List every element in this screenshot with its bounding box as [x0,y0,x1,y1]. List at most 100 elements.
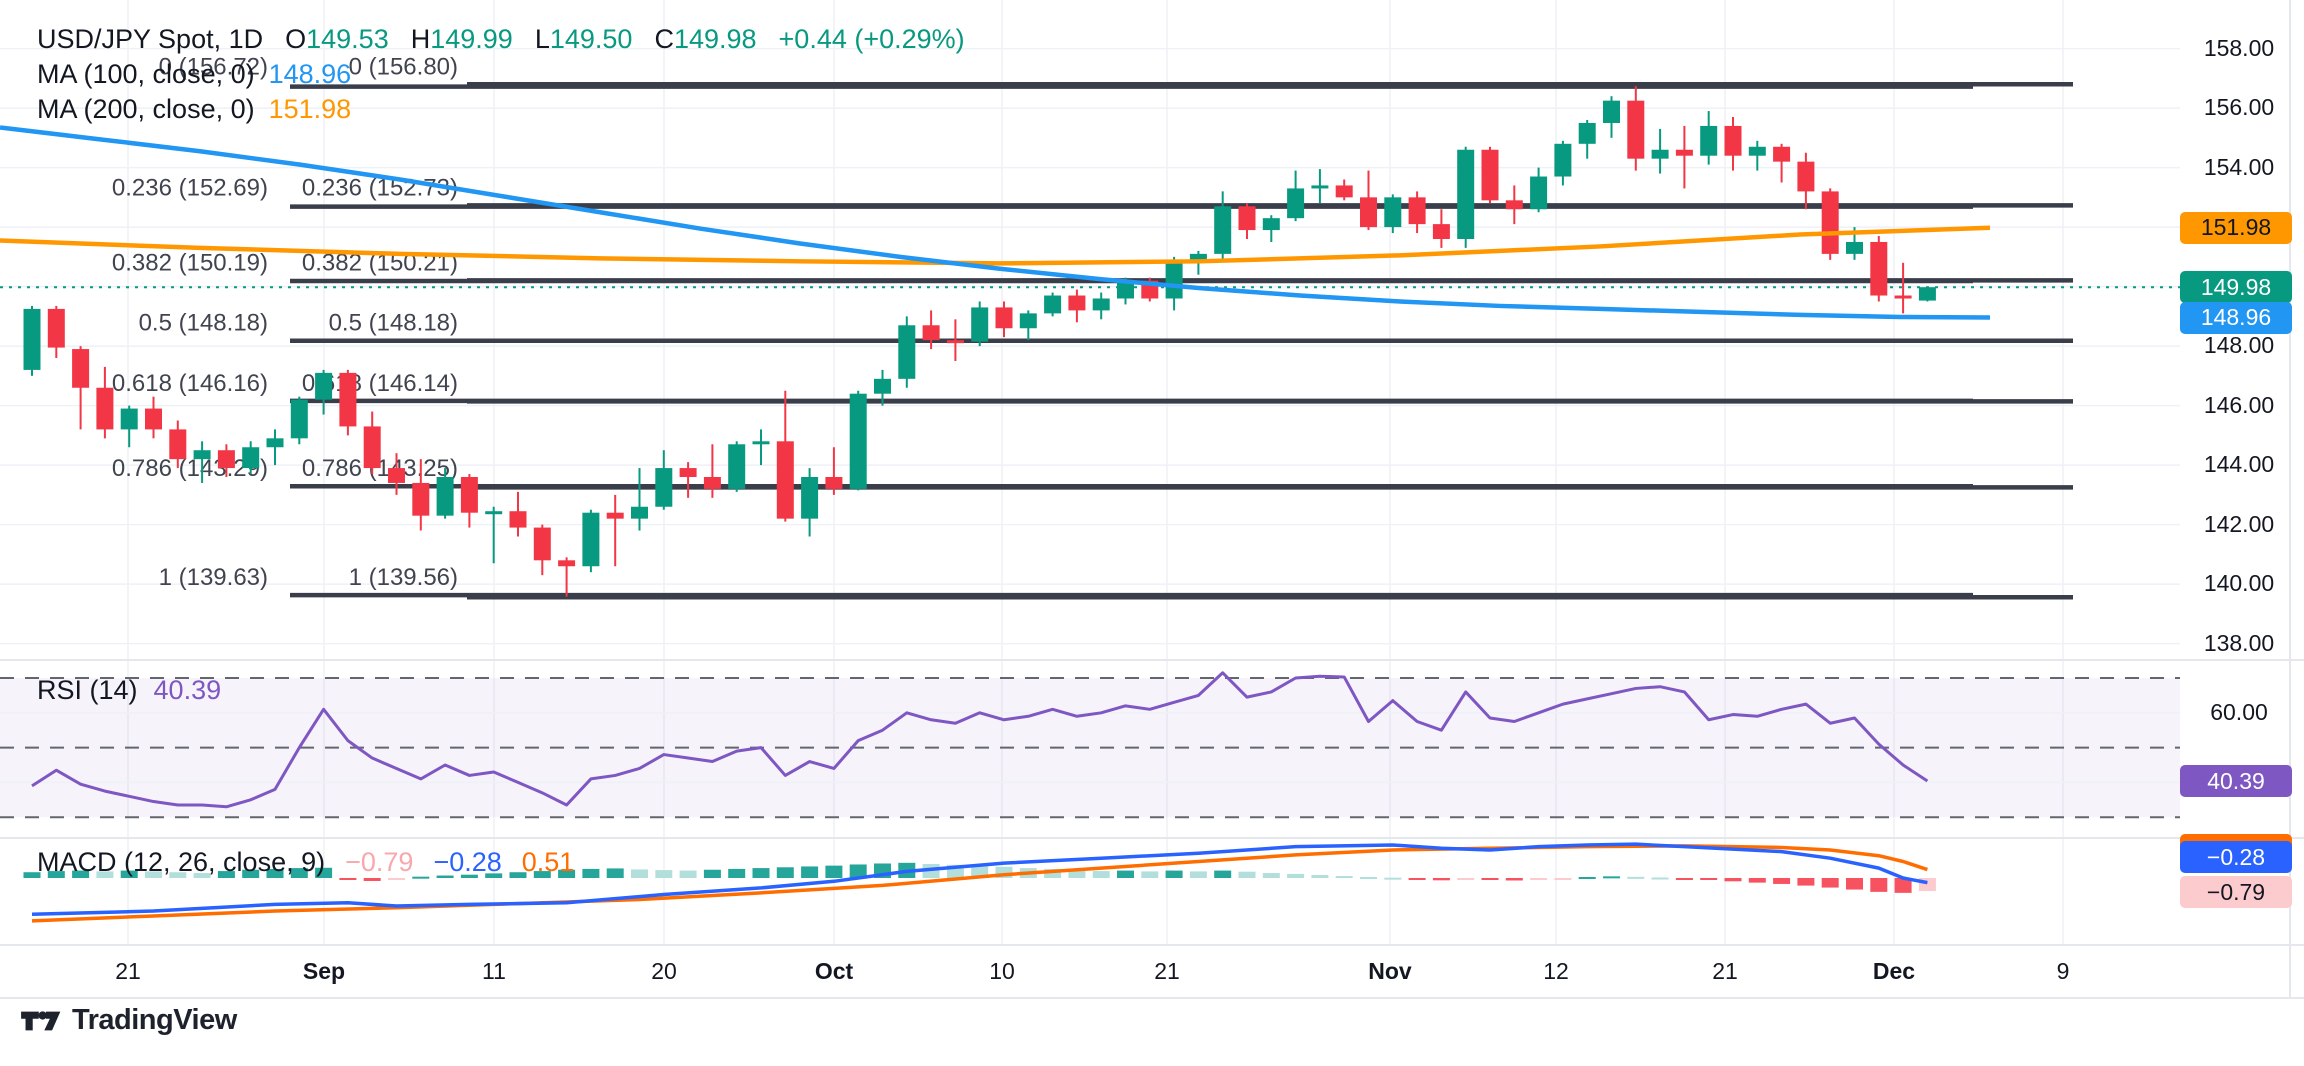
candle-body [1457,149,1475,239]
candle-body [1797,161,1815,192]
tradingview-logo[interactable]: TradingView [20,1004,237,1037]
time-axis-label: 9 [2056,958,2070,984]
candle-body [1554,143,1572,177]
macd-histogram-bar [1287,873,1305,878]
candle-body [1530,176,1548,210]
candle-body [776,441,794,519]
candle-body [703,477,721,489]
fib-label: 0.382 (150.19) [112,249,268,276]
candle-body [290,399,308,439]
price-axis-badge: 149.98 [2180,271,2292,304]
rsi-legend-row[interactable]: RSI (14) 40.39 [37,675,221,706]
candle-body [1408,197,1426,225]
macd-histogram-bar [1724,878,1742,882]
ma200-legend-row[interactable]: MA (200, close, 0) 151.98 [37,94,351,125]
macd-legend-row[interactable]: MACD (12, 26, close, 9) −0.79 −0.28 0.51 [37,847,574,878]
macd-histogram-bar [460,874,478,878]
candle-body [1846,241,1863,254]
candle-body [1870,241,1888,296]
price-tick-label: 140.00 [2203,570,2275,597]
fib-label: 1 (139.63) [159,564,268,591]
macd-histogram-bar [339,878,357,880]
ma100-label: MA (100, close, 0) [37,59,255,89]
macd-hist-value: −0.79 [345,847,414,877]
candle-body [971,307,989,342]
candle-body [1360,197,1377,228]
macd-histogram-bar [655,870,673,878]
candle-body [460,477,478,513]
candle-body [1700,125,1718,156]
candle-body [120,408,138,430]
macd-histogram-bar [23,872,41,878]
candle-body [217,450,235,469]
candle-body [72,349,90,388]
ohlc-open: O149.53 [285,24,389,54]
macd-histogram-bar [1846,878,1863,890]
ohlc-high: H149.99 [410,24,513,54]
candle-body [728,444,746,489]
macd-histogram-bar [1432,878,1450,881]
macd-histogram-bar [1457,878,1475,880]
candle-body [1311,185,1329,189]
rsi-label: RSI (14) [37,675,138,705]
macd-histogram-bar [169,872,187,878]
tradingview-logo-text: TradingView [72,1004,237,1036]
candle-body [582,512,600,567]
macd-histogram-bar [1578,877,1596,880]
fib-label: 0.236 (152.69) [112,174,268,201]
macd-histogram-bar [1165,870,1183,878]
price-tick-label: 144.00 [2203,451,2275,478]
macd-histogram-bar [509,872,527,878]
macd-histogram-bar [217,871,235,878]
ma100-legend-row[interactable]: MA (100, close, 0) 148.96 [37,59,351,90]
price-tick-label: 146.00 [2203,391,2275,418]
price-tick-label: 148.00 [2203,332,2275,359]
ma200-value: 151.98 [268,94,352,124]
macd-histogram-bar [558,869,576,878]
macd-histogram-bar [1603,876,1620,879]
candle-body [315,372,333,400]
time-axis-label: Sep [302,958,346,984]
candle-body [679,468,697,477]
macd-histogram-bar [801,866,819,878]
fib-label: 0 (156.80) [349,53,458,80]
candle-body [558,560,576,567]
macd-histogram-bar [1748,878,1766,883]
macd-histogram-bar [1821,878,1839,888]
candle-body [1651,149,1669,159]
candle-body [1821,191,1839,254]
candle-body [922,325,940,341]
macd-histogram-bar [1675,878,1693,880]
fib-label: 0 (156.72) [159,53,268,80]
ma100-value: 148.96 [268,59,352,89]
candle-body [1432,224,1450,239]
time-axis-label: 11 [482,958,506,984]
macd-histogram-bar [1773,878,1791,884]
macd-axis-badge: −0.79 [2180,876,2292,908]
candle-body [193,450,211,460]
candle-body [849,393,867,489]
macd-histogram-bar [1044,868,1062,878]
candle-body [1044,295,1062,314]
macd-histogram-bar [533,871,551,878]
rsi-tick-label: 60.00 [2210,698,2268,725]
macd-label: MACD (12, 26, close, 9) [37,847,326,877]
candle-body [1335,185,1353,198]
time-axis-label: Nov [1368,958,1412,984]
candle-body [825,477,843,489]
candle-body [1238,206,1256,231]
fib-label: 0.618 (146.16) [112,370,268,397]
candle-body [412,482,430,516]
symbol-legend-row[interactable]: USD/JPY Spot, 1D O149.53 H149.99 L149.50… [37,24,965,55]
price-axis-badge: 151.98 [2180,211,2292,244]
price-axis-badge: 148.96 [2180,301,2292,334]
macd-histogram-bar [1797,878,1815,886]
macd-histogram-bar [72,870,90,878]
candle-body [898,325,916,379]
fib-label: 0.786 (143.29) [112,455,268,482]
macd-histogram-bar [363,878,381,881]
macd-histogram-bar [1505,878,1523,881]
macd-histogram-bar [412,876,430,879]
